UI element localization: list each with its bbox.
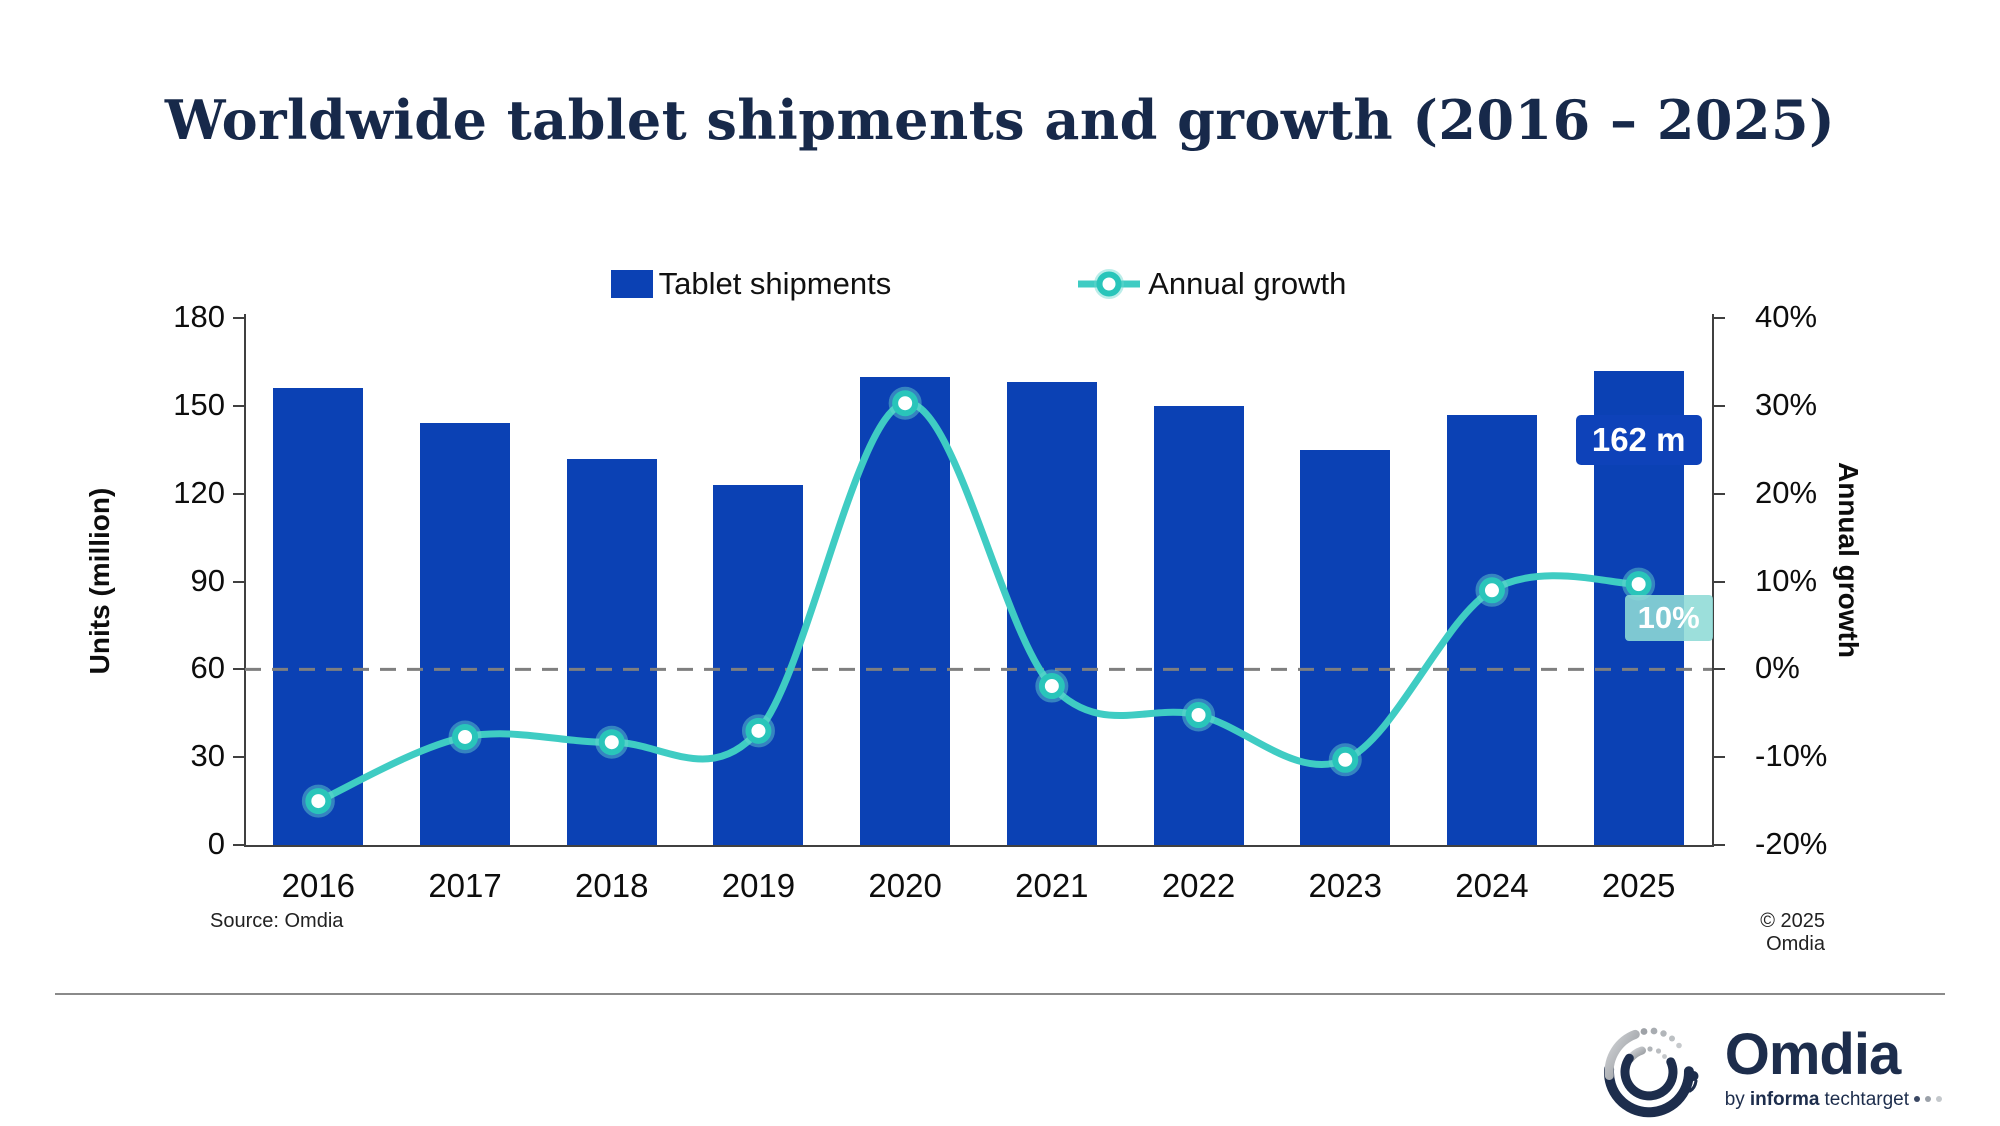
shipments-bar: [1446, 414, 1537, 845]
x-axis-year-label: 2022: [1161, 867, 1236, 904]
growth-data-marker: [1038, 673, 1065, 700]
shipments-bar: [420, 423, 511, 845]
tagline-informa: informa: [1749, 1088, 1820, 1110]
left-axis-tick-label: 0: [207, 826, 225, 861]
x-axis-line: [244, 845, 1713, 847]
growth-marker-halo: [888, 386, 922, 420]
growth-marker-halo: [448, 720, 482, 754]
growth-marker-halo: [1475, 573, 1509, 607]
left-axis-tick: [233, 668, 244, 671]
right-axis-tick-label: 40%: [1755, 299, 1818, 334]
growth-value-callout: 10%: [1624, 595, 1713, 642]
shipments-bar: [273, 388, 364, 845]
left-axis-tick: [233, 492, 244, 495]
right-axis-tick: [1714, 317, 1725, 319]
omdia-tagline: by informa techtarget: [1725, 1090, 1942, 1109]
left-axis-tick-label: 120: [173, 474, 225, 510]
tagline-by: by: [1724, 1088, 1745, 1110]
bar-series-swatch-icon: [610, 270, 653, 298]
footer-divider: [55, 993, 1945, 995]
growth-data-marker: [1185, 702, 1212, 729]
tagline-dot-icon: [1936, 1096, 1942, 1102]
omdia-logo: Omdia by informa techtarget: [1593, 1008, 1942, 1126]
legend-entry-growth: Annual growth: [1076, 266, 1346, 302]
right-axis-tick-label: 10%: [1755, 562, 1818, 598]
growth-marker-halo: [1035, 669, 1069, 703]
x-axis-year-label: 2016: [281, 867, 356, 904]
shipments-bar: [1300, 449, 1391, 845]
right-axis-line: [1712, 314, 1714, 847]
bar-value-callout: 162 m: [1575, 414, 1702, 465]
x-axis-year-label: 2024: [1455, 867, 1529, 904]
tagline-dot-icon: [1914, 1096, 1920, 1102]
right-axis-tick-label: -20%: [1755, 826, 1828, 861]
left-axis-tick: [233, 317, 244, 319]
left-axis-line: [244, 314, 246, 847]
legend-shipments-label: Tablet shipments: [658, 266, 892, 301]
x-axis-year-label: 2021: [1015, 867, 1089, 904]
left-axis-title: Units (million): [84, 487, 115, 675]
source-note: Source: Omdia: [210, 910, 344, 932]
growth-marker-halo: [1182, 698, 1216, 732]
growth-data-marker: [1478, 577, 1505, 604]
tagline-techtarget: techtarget: [1824, 1088, 1910, 1110]
x-axis-year-label: 2025: [1601, 867, 1676, 904]
x-axis-year-label: 2017: [428, 867, 502, 904]
growth-data-marker: [745, 717, 772, 744]
x-axis-year-label: 2023: [1308, 867, 1382, 904]
left-axis-tick: [233, 756, 244, 759]
right-axis-tick: [1714, 492, 1725, 495]
growth-data-marker: [598, 729, 625, 756]
tagline-dot-icon: [1925, 1096, 1931, 1102]
x-axis-year-label: 2020: [868, 867, 942, 904]
shipments-bar: [1153, 405, 1244, 845]
right-axis-tick: [1714, 668, 1725, 671]
right-axis-tick-label: 0%: [1755, 650, 1800, 686]
line-series-marker-icon: [1078, 269, 1141, 299]
shipments-bar: [1006, 382, 1097, 845]
growth-data-marker: [305, 788, 332, 815]
copyright-note: © 2025 Omdia: [1760, 910, 1825, 955]
legend-entry-shipments: Tablet shipments: [610, 266, 892, 302]
shipments-bar: [860, 376, 951, 845]
right-axis-tick: [1714, 844, 1725, 846]
annual-growth-line: [314, 399, 1643, 805]
growth-data-marker: [1332, 746, 1359, 773]
legend: Tablet shipments Annual growth: [245, 266, 1712, 302]
omdia-wordmark: Omdia: [1724, 1021, 1901, 1087]
left-axis-tick-label: 150: [173, 386, 225, 422]
right-axis-tick-label: -10%: [1755, 738, 1828, 774]
left-axis-tick-label: 60: [190, 650, 225, 686]
growth-data-marker: [1625, 571, 1652, 598]
left-axis-tick-label: 180: [173, 299, 225, 334]
growth-marker-halo: [1328, 743, 1362, 777]
right-axis-tick-label: 30%: [1755, 386, 1818, 422]
growth-data-marker: [892, 390, 919, 417]
chart-title: Worldwide tablet shipments and growth (2…: [164, 88, 1836, 152]
left-axis-tick-label: 30: [190, 738, 225, 774]
growth-data-marker: [452, 723, 479, 750]
x-axis-year-label: 2019: [721, 867, 796, 904]
left-axis-tick: [233, 580, 244, 583]
growth-marker-halo: [595, 725, 629, 759]
omdia-logo-mark-icon: [1603, 1027, 1699, 1118]
left-axis-tick: [233, 404, 244, 407]
x-axis-year-label: 2018: [575, 867, 649, 904]
right-axis-tick: [1714, 580, 1725, 583]
right-axis-title: Annual growth: [1833, 462, 1864, 658]
growth-marker-halo: [741, 714, 775, 748]
shipments-bar: [566, 458, 657, 845]
left-axis-tick-label: 90: [190, 562, 225, 598]
legend-growth-label: Annual growth: [1148, 266, 1347, 301]
right-axis-tick: [1714, 756, 1725, 759]
omdia-logo-text: Omdia by informa techtarget: [1724, 1021, 1942, 1109]
growth-marker-halo: [301, 784, 335, 818]
right-axis-tick-label: 20%: [1755, 474, 1818, 510]
growth-line-overlay: [245, 386, 1712, 818]
right-axis-tick: [1714, 404, 1725, 407]
left-axis-tick: [233, 844, 244, 846]
